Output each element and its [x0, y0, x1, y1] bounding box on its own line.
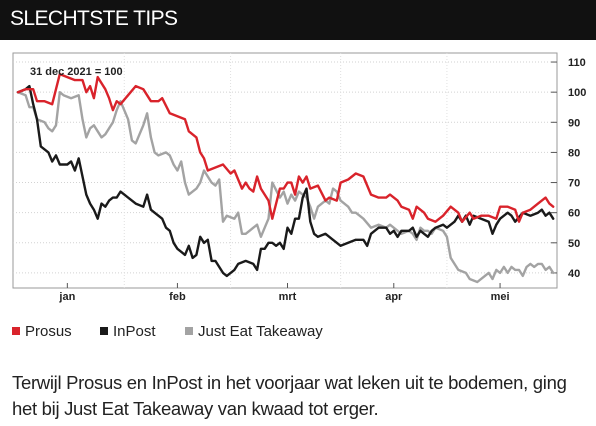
series-line-inpost	[16, 84, 555, 278]
legend-label-inpost: InPost	[113, 323, 156, 340]
y-tick-label-110: 110	[568, 57, 586, 69]
page-title: SLECHTSTE TIPS	[10, 7, 178, 30]
caption: Terwijl Prosus en InPost in het voorjaar…	[12, 372, 567, 419]
x-tick-label-mei: mei	[491, 291, 510, 303]
y-tick-label-50: 50	[568, 238, 580, 250]
legend-label-prosus: Prosus	[25, 323, 72, 340]
header-bar: SLECHTSTE TIPS	[0, 0, 596, 40]
legend-item-just-eat-takeaway: Just Eat Takeaway	[185, 323, 323, 340]
y-tick-label-90: 90	[568, 117, 580, 129]
legend-swatch-inpost	[100, 327, 108, 335]
series-line-prosus	[16, 72, 555, 223]
x-tick-label-apr: apr	[385, 291, 403, 303]
legend-label-just-eat-takeaway: Just Eat Takeaway	[198, 323, 323, 340]
x-tick-labels: jan feb mrt apr mei	[58, 291, 509, 303]
y-tick-label-70: 70	[568, 178, 580, 190]
x-tick-label-mrt: mrt	[279, 291, 297, 303]
y-tick-labels: 40 50 60 70 80 90 100 110	[568, 57, 586, 280]
y-tick-label-80: 80	[568, 147, 580, 159]
month-dividers	[123, 53, 448, 288]
y-tick-label-100: 100	[568, 87, 586, 99]
legend-swatch-prosus	[12, 327, 20, 335]
y-tick-label-60: 60	[568, 208, 580, 220]
legend-swatch-just-eat-takeaway	[185, 327, 193, 335]
x-tick-marks	[66, 283, 501, 288]
x-tick-label-feb: feb	[169, 291, 186, 303]
x-tick-label-jan: jan	[58, 291, 75, 303]
series-lines	[16, 72, 555, 284]
series-line-just-eat-takeaway	[16, 91, 555, 284]
legend-item-prosus: Prosus	[12, 323, 72, 340]
y-tick-label-40: 40	[568, 268, 580, 280]
chart-note: 31 dec 2021 = 100	[30, 66, 123, 78]
legend-item-inpost: InPost	[100, 323, 156, 340]
